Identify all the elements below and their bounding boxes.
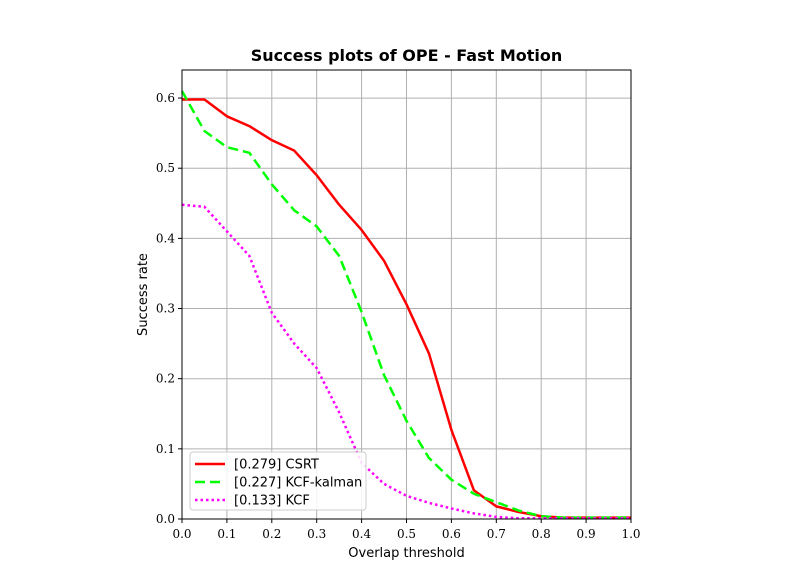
y-tick-label: 0.6 — [156, 91, 175, 105]
series-line-1 — [180, 90, 631, 519]
chart-title: Success plots of OPE - Fast Motion — [251, 46, 563, 65]
x-tick-label: 0.9 — [577, 527, 596, 541]
series-line-2 — [181, 203, 631, 520]
x-tick-label: 0.0 — [172, 527, 191, 541]
y-tick-label: 0.3 — [156, 302, 175, 316]
y-tick-label: 0.2 — [156, 372, 175, 386]
x-axis-label: Overlap threshold — [348, 546, 464, 561]
legend-box — [189, 451, 367, 511]
x-tick-label: 0.7 — [487, 527, 506, 541]
x-tick-label: 0.2 — [262, 527, 281, 541]
x-tick-label: 0.4 — [352, 527, 371, 541]
y-tick-label: 0.0 — [156, 512, 175, 526]
x-tick-label: 0.1 — [217, 527, 236, 541]
x-tick-label: 0.6 — [442, 527, 461, 541]
legend: [0.279] CSRT [0.227] KCF-kalman [0.133] KC… — [189, 451, 367, 511]
axis-ticks: 0.0 0.1 0.2 0.3 0.4 0.5 0.6 0.7 0.8 0.9 1.0 0.0 0.1 0… — [156, 91, 641, 541]
y-axis-label: Success rate — [136, 253, 151, 336]
x-tick-label: 1.0 — [621, 527, 640, 541]
y-tick-label: 0.5 — [156, 161, 175, 175]
y-tick-label: 0.4 — [156, 231, 175, 245]
x-tick-label: 0.8 — [532, 527, 551, 541]
x-tick-label: 0.3 — [307, 527, 326, 541]
x-tick-label: 0.5 — [397, 527, 416, 541]
legend-label-0: [0.279] CSRT — [234, 458, 319, 473]
legend-label-1: [0.227] KCF-kalman — [234, 476, 362, 491]
legend-label-2: [0.133] KCF — [234, 494, 310, 509]
series-lines — [180, 90, 631, 520]
y-tick-label: 0.1 — [156, 442, 175, 456]
